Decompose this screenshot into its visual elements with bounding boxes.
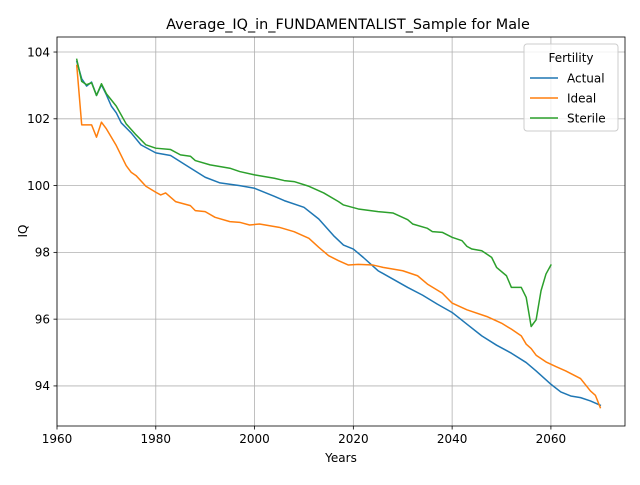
x-tick-label: 1980 xyxy=(141,432,172,446)
x-tick-label: 2060 xyxy=(536,432,567,446)
x-tick-label: 1960 xyxy=(42,432,73,446)
x-tick-label: 2040 xyxy=(437,432,468,446)
series-lines xyxy=(75,58,602,409)
legend-box xyxy=(523,43,619,132)
plot-frame xyxy=(56,36,626,427)
legend-entries: Actual Ideal Sterile xyxy=(530,71,606,125)
y-tick-label: 94 xyxy=(35,379,50,393)
y-tick-label: 96 xyxy=(35,312,50,326)
y-tick-label: 104 xyxy=(27,45,50,59)
legend-label-actual: Actual xyxy=(567,71,605,85)
y-tick-label: 98 xyxy=(35,246,50,260)
y-tick-label: 100 xyxy=(27,179,50,193)
y-tick-label: 102 xyxy=(27,112,50,126)
chart-title: Average_IQ_in_FUNDAMENTALIST_Sample for … xyxy=(166,17,530,33)
legend: Fertility Actual Ideal Sterile xyxy=(523,43,619,132)
x-tick-label: 2000 xyxy=(239,432,270,446)
legend-label-sterile: Sterile xyxy=(567,111,606,125)
series-line-ideal xyxy=(75,64,602,409)
y-axis-label: IQ xyxy=(16,225,30,238)
series-line-sterile xyxy=(75,58,552,328)
legend-label-ideal: Ideal xyxy=(567,91,596,105)
axis-ticks: 1960 1980 2000 2020 2040 2060 94 96 98 100 102 104 xyxy=(27,45,566,446)
x-tick-label: 2020 xyxy=(338,432,369,446)
series-line-actual xyxy=(75,60,602,407)
x-axis-label: Years xyxy=(324,451,357,465)
legend-title: Fertility xyxy=(548,51,593,65)
